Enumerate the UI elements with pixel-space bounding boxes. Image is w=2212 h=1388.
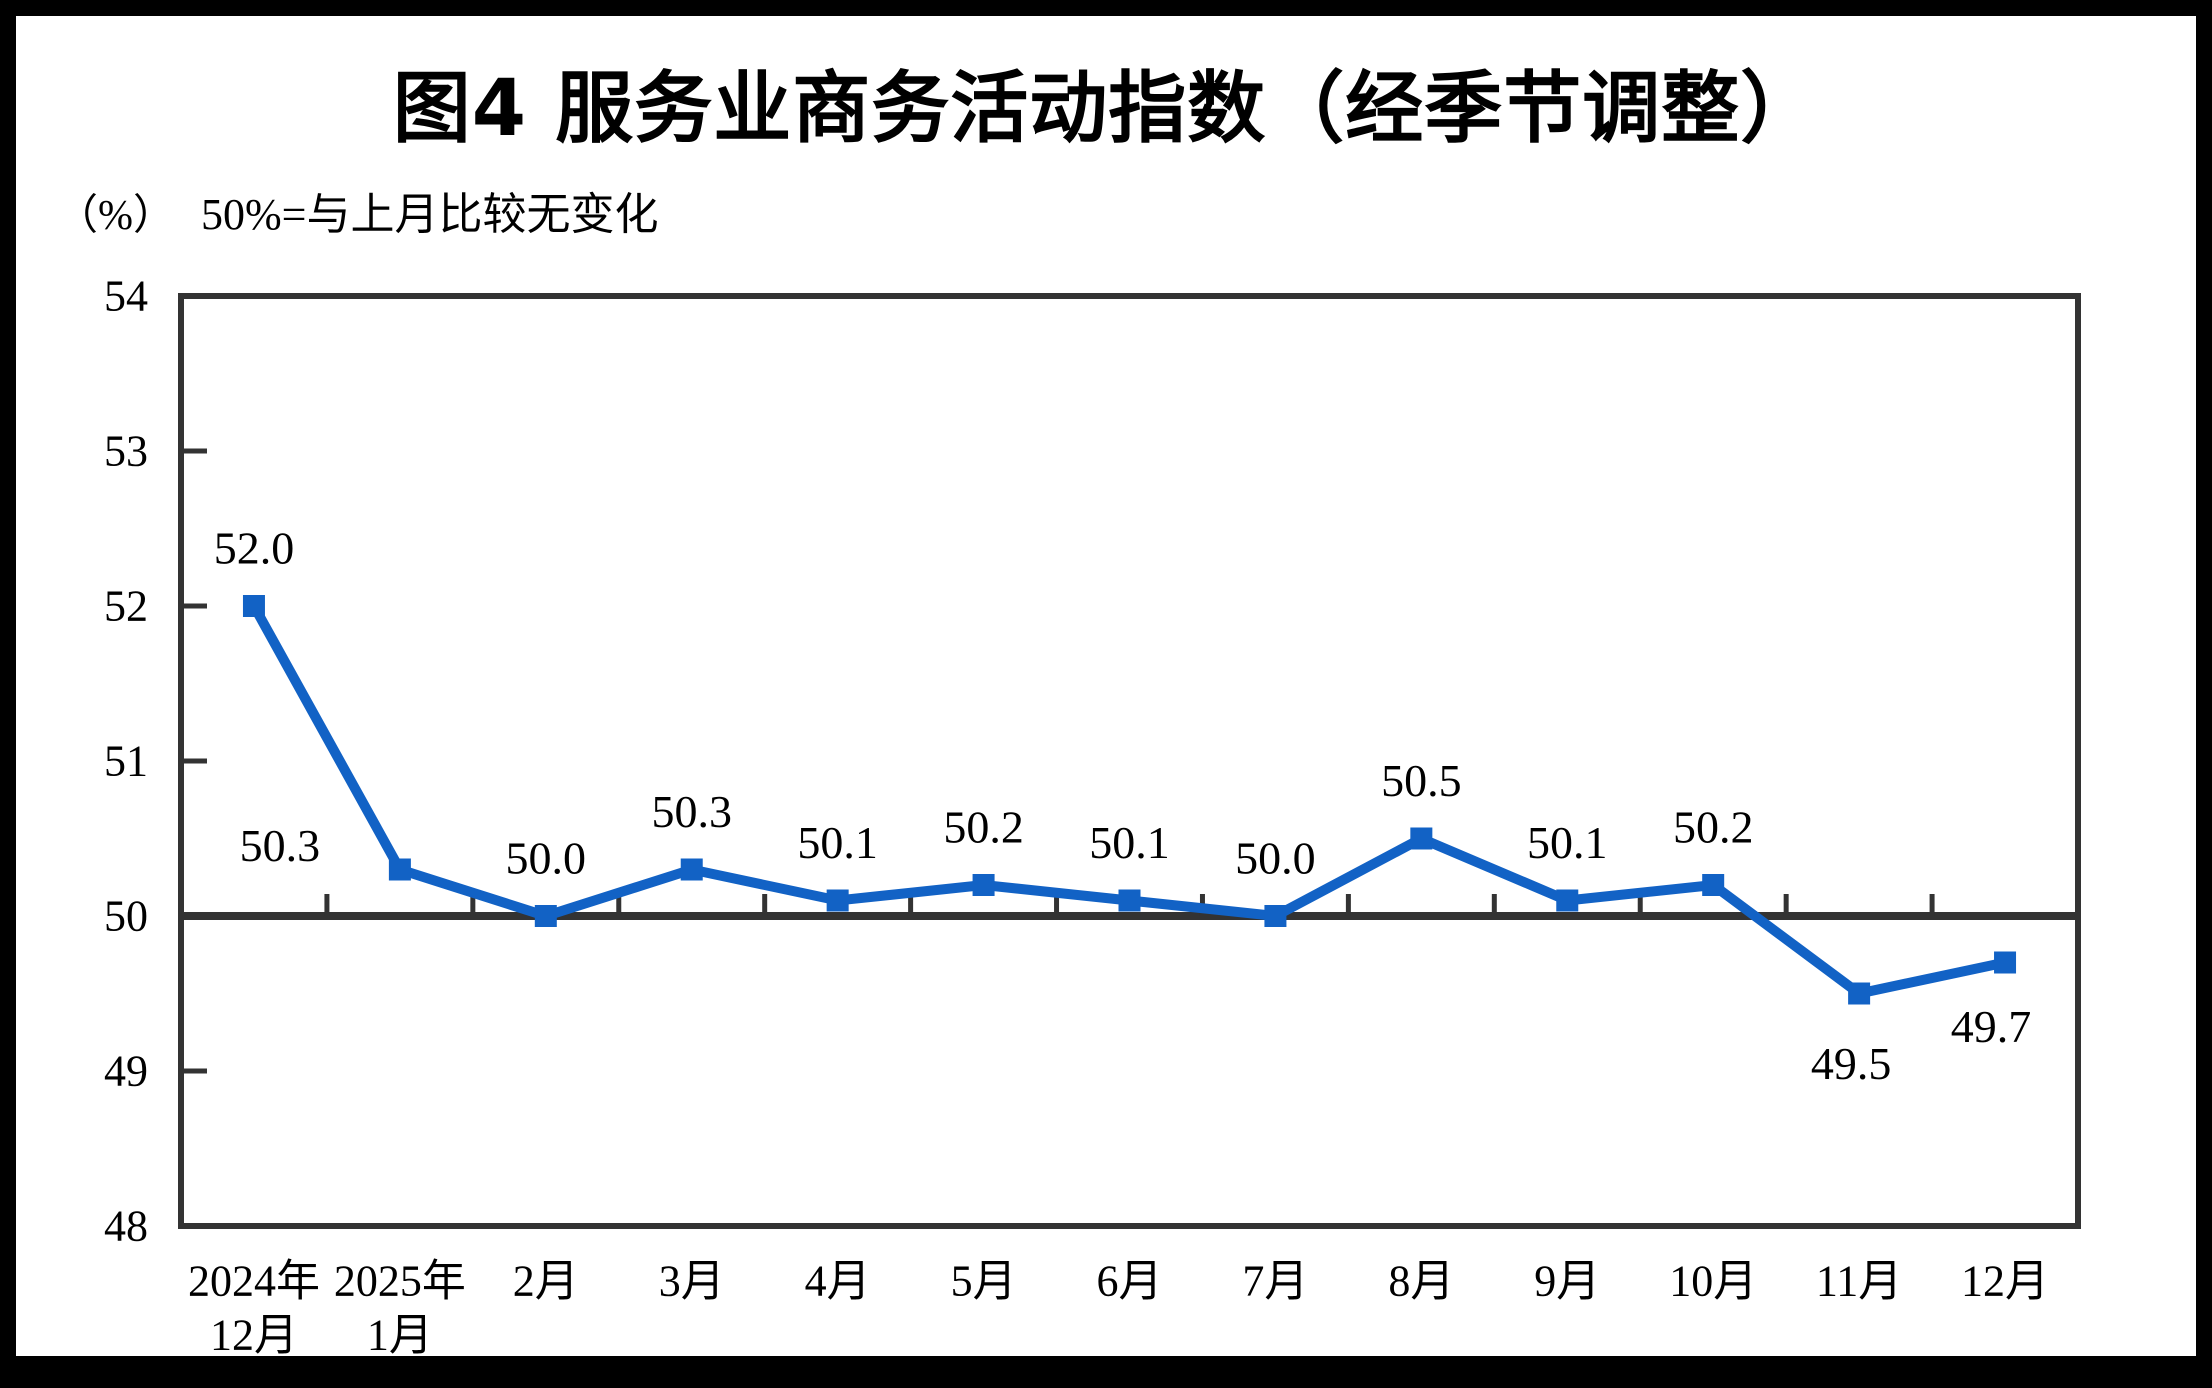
data-point-marker: [388, 858, 411, 881]
reference-line-note: 50%=与上月比较无变化: [201, 190, 659, 239]
x-axis-label: 3月: [659, 1257, 725, 1306]
x-axis-label: 8月: [1388, 1257, 1454, 1306]
data-point-marker: [242, 595, 265, 617]
data-label: 50.1: [797, 817, 878, 868]
chart-page: 图4 服务业商务活动指数（经季节调整） （%） 50%=与上月比较无变化 48 49…: [16, 16, 2196, 1360]
data-label: 50.0: [506, 833, 587, 884]
data-label: 52.0: [214, 523, 295, 574]
x-axis-label: 10月: [1669, 1257, 1757, 1306]
data-label: 50.2: [943, 802, 1024, 853]
line-chart: 48 49 50 51 52 53 54 52.0 50.3 50.0 50.3 50.1 50.2 50…: [104, 272, 2081, 1360]
data-label: 50.3: [240, 820, 321, 871]
data-point-marker: [972, 874, 995, 896]
data-label: 50.0: [1235, 833, 1316, 884]
data-label: 49.7: [1951, 1001, 2032, 1052]
data-point-marker: [1848, 982, 1871, 1005]
x-axis-label: 7月: [1242, 1257, 1308, 1306]
data-point-marker: [1556, 889, 1579, 912]
x-axis-label: 2月: [513, 1257, 579, 1306]
data-label: 49.5: [1811, 1038, 1892, 1089]
data-point-marker: [1118, 889, 1141, 912]
x-axis-label: 6月: [1097, 1257, 1163, 1306]
data-point-marker: [1264, 905, 1287, 927]
x-axis-label: 2025年: [334, 1257, 466, 1306]
y-axis-tick-label: 54: [104, 272, 148, 321]
x-axis-label: 12月: [1961, 1257, 2049, 1306]
data-label: 50.3: [651, 786, 732, 837]
data-point-marker: [1702, 874, 1725, 896]
x-axis-label: 9月: [1534, 1257, 1600, 1306]
y-axis-tick-label: 48: [104, 1202, 148, 1251]
plot-frame: [178, 293, 2081, 1229]
x-axis-label: 12月: [210, 1311, 298, 1360]
data-point-marker: [826, 889, 849, 912]
y-axis-tick-label: 52: [104, 582, 148, 631]
data-label: 50.1: [1089, 817, 1170, 868]
series-line: [249, 603, 2007, 999]
data-point-marker: [680, 858, 703, 881]
x-axis-label: 5月: [951, 1257, 1017, 1306]
data-point-marker: [1994, 951, 2017, 974]
y-axis-tick-label: 49: [104, 1047, 148, 1096]
chart-title: 图4 服务业商务活动指数（经季节调整）: [392, 64, 1820, 154]
data-label: 50.1: [1527, 817, 1608, 868]
y-axis-unit-label: （%）: [56, 193, 175, 239]
y-axis-tick-label: 50: [104, 892, 148, 941]
axis-note-row: （%） 50%=与上月比较无变化: [56, 178, 658, 242]
x-axis-label: 1月: [367, 1311, 433, 1360]
x-axis-label: 2024年: [188, 1257, 320, 1306]
data-point-marker: [534, 905, 557, 927]
data-label: 50.5: [1381, 755, 1462, 806]
x-axis-label: 11月: [1816, 1257, 1902, 1306]
y-axis-tick-label: 53: [104, 427, 148, 476]
x-axis-label: 4月: [805, 1257, 871, 1306]
data-label: 50.2: [1673, 802, 1754, 853]
data-point-marker: [1410, 827, 1433, 850]
y-axis-tick-label: 51: [104, 737, 148, 786]
